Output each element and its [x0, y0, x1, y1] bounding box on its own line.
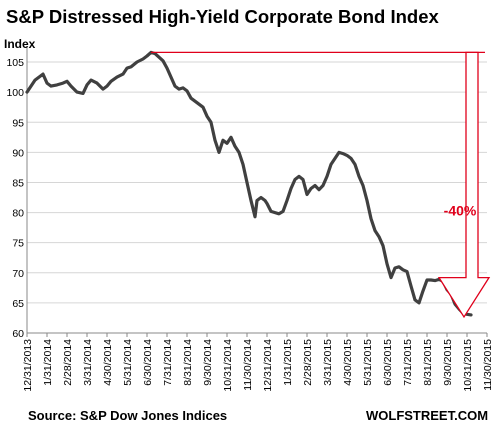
x-tick-label: 11/30/2015 [482, 339, 494, 391]
brand-label: WOLFSTREET.COM [366, 408, 489, 423]
axis-layer [26, 46, 488, 337]
y-tick-label: 95 [12, 117, 24, 129]
x-tick-label: 10/31/2014 [222, 339, 234, 392]
x-tick-label: 9/30/2014 [202, 339, 214, 386]
y-tick-label: 90 [12, 147, 24, 159]
y-tick-label: 105 [6, 57, 24, 69]
x-tick-label: 7/31/2015 [402, 339, 414, 386]
x-tick-label: 12/31/2013 [22, 339, 34, 392]
x-tick-label: 5/31/2014 [122, 339, 134, 386]
x-tick-label: 6/30/2015 [382, 339, 394, 386]
x-tick-labels: 12/31/2013 1/31/2014 2/28/2014 3/31/2014 4/3… [22, 339, 494, 392]
y-tick-label: 65 [12, 298, 24, 310]
x-tick-label: 10/31/2015 [462, 339, 474, 392]
x-tick-label: 5/31/2015 [362, 339, 374, 386]
x-tick-label: 4/30/2015 [342, 339, 354, 386]
x-tick-label: 6/30/2014 [142, 339, 154, 386]
annotation-layer: -40% [151, 51, 491, 319]
x-tick-label: 3/31/2014 [82, 339, 94, 386]
y-axis-label: Index [4, 37, 36, 51]
y-tick-label: 60 [12, 328, 24, 340]
y-tick-labels: 60 65 70 75 80 85 90 95 100 105 [6, 57, 24, 340]
y-tick-label: 80 [12, 208, 24, 220]
x-tick-label: 12/31/2014 [262, 339, 274, 392]
x-tick-label: 4/30/2014 [102, 339, 114, 386]
x-tick-label: 9/30/2015 [442, 339, 454, 386]
x-tick-label: 1/31/2014 [42, 339, 54, 386]
x-tick-label: 11/30/2014 [242, 339, 254, 391]
x-tick-label: 2/28/2015 [302, 339, 314, 386]
source-note: Source: S&P Dow Jones Indices [28, 408, 228, 423]
y-tick-label: 85 [12, 177, 24, 189]
x-tick-label: 8/31/2015 [422, 339, 434, 386]
x-tick-label: 2/28/2014 [62, 339, 74, 386]
y-tick-label: 70 [12, 268, 24, 280]
series-layer [25, 50, 473, 317]
grid-layer [27, 61, 487, 334]
y-tick-label: 75 [12, 238, 24, 250]
y-tick-label: 100 [6, 87, 24, 99]
series-line [25, 50, 473, 317]
x-tick-label: 1/31/2015 [282, 339, 294, 386]
x-tick-label: 3/31/2015 [322, 339, 334, 386]
x-tick-label: 8/31/2014 [182, 339, 194, 386]
drawdown-arrow [437, 51, 491, 319]
x-tick-label: 7/31/2014 [162, 339, 174, 386]
chart-title: S&P Distressed High-Yield Corporate Bond… [6, 6, 439, 27]
drawdown-label: -40% [444, 203, 477, 219]
